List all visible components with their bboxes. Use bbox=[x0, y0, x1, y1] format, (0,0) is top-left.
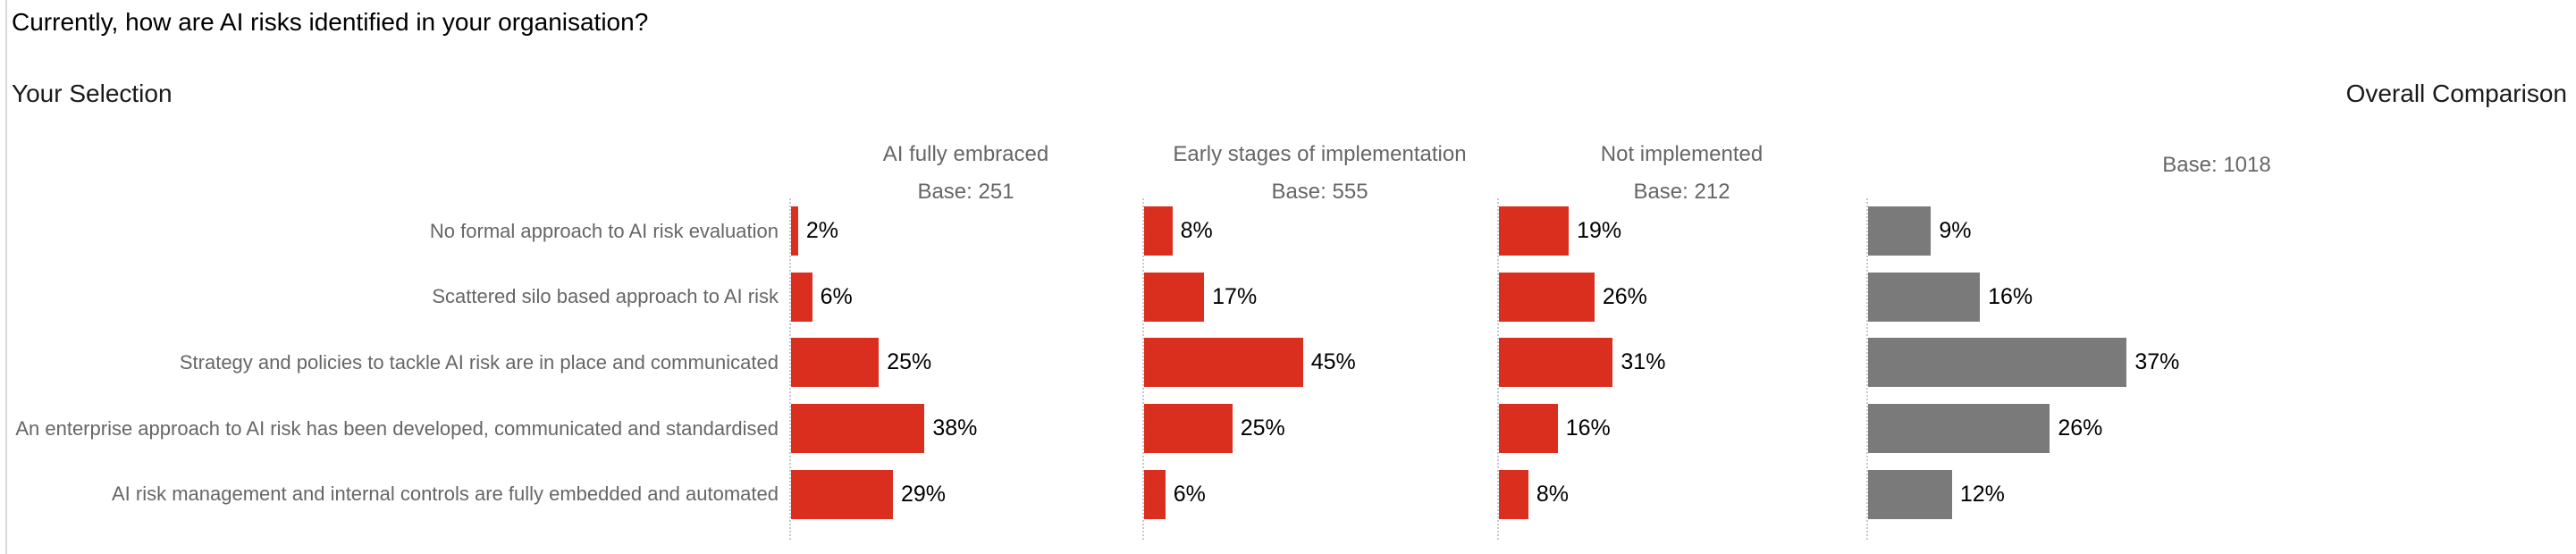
bar-row: 8% bbox=[1499, 461, 1866, 527]
label-row: Scattered silo based approach to AI risk bbox=[7, 264, 789, 331]
bar-row: 16% bbox=[1499, 396, 1866, 462]
column-title bbox=[1866, 125, 2567, 141]
bar bbox=[1499, 338, 1613, 388]
bar-row: 2% bbox=[791, 198, 1142, 264]
label-row: Strategy and policies to tackle AI risk … bbox=[7, 330, 789, 396]
bar bbox=[1144, 469, 1166, 519]
label-row: No formal approach to AI risk evaluation bbox=[7, 198, 789, 264]
column-base-label: Base: 555 bbox=[1271, 180, 1368, 204]
bar bbox=[1868, 469, 1952, 519]
bar-row: 26% bbox=[1499, 264, 1866, 331]
chart-column-not-implemented: Not implemented Base: 212 19% 26% 31% 16% 8% bbox=[1497, 125, 1866, 540]
bar bbox=[791, 338, 880, 388]
category-labels-area: No formal approach to AI risk evaluation… bbox=[7, 198, 789, 540]
bar-row: 17% bbox=[1144, 264, 1497, 331]
bar bbox=[1144, 272, 1205, 322]
bar-row: 25% bbox=[1144, 396, 1497, 462]
bar-row: 26% bbox=[1868, 396, 2567, 462]
bar bbox=[791, 272, 812, 322]
label-row: AI risk management and internal controls… bbox=[7, 461, 789, 527]
bar-row: 31% bbox=[1499, 330, 1866, 396]
column-header: Base: 1018 bbox=[1866, 125, 2567, 198]
column-header: Not implemented Base: 212 bbox=[1497, 125, 1866, 204]
chart-column-overall: Base: 1018 9% 16% 37% 26% 12% bbox=[1866, 125, 2567, 540]
section-overall-comparison: Overall Comparison bbox=[2345, 80, 2567, 107]
bar-row: 38% bbox=[791, 396, 1142, 462]
bar-value: 9% bbox=[1939, 218, 1972, 244]
bar-row: 37% bbox=[1868, 330, 2567, 396]
plot-area: 2% 6% 25% 38% 29% bbox=[789, 198, 1142, 540]
column-title: AI fully embraced bbox=[882, 142, 1049, 166]
plot-area: 9% 16% 37% 26% 12% bbox=[1866, 198, 2567, 540]
bar bbox=[1868, 272, 1981, 322]
bar-row: 6% bbox=[1144, 461, 1497, 527]
column-title: Not implemented bbox=[1600, 142, 1764, 166]
bar bbox=[1868, 206, 1932, 256]
bar bbox=[1499, 272, 1595, 322]
bar bbox=[1499, 206, 1570, 256]
bar bbox=[1144, 206, 1173, 256]
bar-row: 9% bbox=[1868, 198, 2567, 264]
bar-value: 17% bbox=[1212, 283, 1258, 309]
bar-value: 6% bbox=[820, 283, 853, 309]
bar-row: 8% bbox=[1144, 198, 1497, 264]
bar-value: 12% bbox=[1959, 481, 2005, 507]
bar-value: 8% bbox=[1536, 481, 1570, 507]
category-header-spacer bbox=[7, 125, 789, 198]
bar-value: 38% bbox=[932, 416, 978, 441]
bar-value: 25% bbox=[1240, 416, 1285, 441]
column-header: AI fully embraced Base: 251 bbox=[789, 125, 1142, 204]
bar-row: 6% bbox=[791, 264, 1142, 331]
bar-value: 26% bbox=[1602, 283, 1647, 309]
bar-value: 29% bbox=[900, 481, 947, 507]
column-title: Early stages of implementation bbox=[1173, 142, 1467, 166]
row-label: No formal approach to AI risk evaluation bbox=[429, 219, 779, 242]
bar-row: 16% bbox=[1868, 264, 2567, 331]
column-base-label: Base: 212 bbox=[1633, 180, 1730, 204]
plot-area: 19% 26% 31% 16% 8% bbox=[1497, 198, 1866, 540]
section-your-selection: Your Selection bbox=[12, 80, 173, 107]
bar-value: 45% bbox=[1310, 349, 1356, 375]
bar-row: 45% bbox=[1144, 330, 1497, 396]
bar bbox=[791, 469, 893, 519]
bar bbox=[1144, 404, 1233, 454]
bar-value: 8% bbox=[1180, 218, 1213, 244]
bar-row: 12% bbox=[1868, 461, 2567, 527]
plot-area: 8% 17% 45% 25% 6% bbox=[1142, 198, 1497, 540]
bar-value: 6% bbox=[1173, 481, 1206, 507]
bar-row: 19% bbox=[1499, 198, 1866, 264]
bar-value: 31% bbox=[1621, 349, 1666, 375]
bar-value: 16% bbox=[1988, 283, 2033, 309]
bar-value: 26% bbox=[2058, 416, 2103, 441]
page-title: Currently, how are AI risks identified i… bbox=[12, 8, 649, 36]
column-header: Early stages of implementation Base: 555 bbox=[1142, 125, 1497, 204]
bar-value: 19% bbox=[1577, 218, 1622, 244]
bar bbox=[1868, 404, 2050, 454]
row-label: AI risk management and internal controls… bbox=[112, 483, 779, 506]
column-base-label: Base: 1018 bbox=[2162, 153, 2271, 177]
bar bbox=[791, 404, 925, 454]
bar bbox=[791, 206, 798, 256]
bar bbox=[1499, 469, 1528, 519]
label-row: An enterprise approach to AI risk has be… bbox=[7, 396, 789, 462]
bar bbox=[1868, 338, 2127, 388]
bar-row: 25% bbox=[791, 330, 1142, 396]
row-label: Strategy and policies to tackle AI risk … bbox=[179, 350, 779, 374]
chart-column-early-stages-of-implementation: Early stages of implementation Base: 555 8… bbox=[1142, 125, 1497, 540]
bar-chart: No formal approach to AI risk evaluation… bbox=[7, 125, 2567, 540]
bar bbox=[1144, 338, 1303, 388]
bar-value: 25% bbox=[887, 349, 932, 375]
bar-row: 29% bbox=[791, 461, 1142, 527]
category-labels-column: No formal approach to AI risk evaluation… bbox=[7, 125, 789, 540]
row-label: An enterprise approach to AI risk has be… bbox=[15, 416, 779, 440]
left-border-rule bbox=[5, 0, 7, 554]
bar-value: 37% bbox=[2134, 349, 2180, 375]
column-base-label: Base: 251 bbox=[917, 180, 1014, 204]
bar-value: 16% bbox=[1565, 416, 1611, 441]
row-label: Scattered silo based approach to AI risk bbox=[432, 285, 779, 308]
chart-column-ai-fully-embraced: AI fully embraced Base: 251 2% 6% 25% 38% 29% bbox=[789, 125, 1142, 540]
bar bbox=[1499, 404, 1558, 454]
bar-value: 2% bbox=[805, 218, 838, 244]
